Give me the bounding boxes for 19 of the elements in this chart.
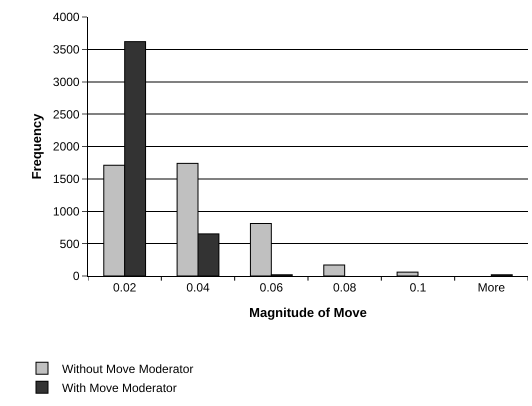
x-tick-label: 0.1 bbox=[410, 280, 427, 294]
y-tick-label: 3500 bbox=[52, 42, 80, 57]
y-tick-label: 0 bbox=[72, 269, 80, 284]
y-tick-label: 500 bbox=[60, 236, 80, 251]
x-tick-label: 0.06 bbox=[260, 280, 284, 294]
y-tick-label: 3000 bbox=[52, 74, 80, 89]
x-axis-title: Magnitude of Move bbox=[249, 305, 367, 320]
y-axis-title: Frequency bbox=[28, 112, 44, 180]
x-tick-label: More bbox=[478, 280, 506, 294]
y-tick-label: 2500 bbox=[52, 107, 80, 122]
legend-label: Without Move Moderator bbox=[62, 362, 194, 376]
x-tick-label: 0.02 bbox=[112, 280, 137, 294]
y-tick-label: 1500 bbox=[52, 172, 80, 186]
legend-label: With Move Moderator bbox=[62, 380, 177, 395]
y-tick-label: 4000 bbox=[52, 10, 80, 24]
x-tick-label: 0.08 bbox=[332, 280, 357, 294]
x-tick-label: 0.04 bbox=[186, 280, 210, 294]
y-tick-label: 2000 bbox=[52, 140, 80, 154]
y-tick-label: 1000 bbox=[52, 204, 80, 218]
